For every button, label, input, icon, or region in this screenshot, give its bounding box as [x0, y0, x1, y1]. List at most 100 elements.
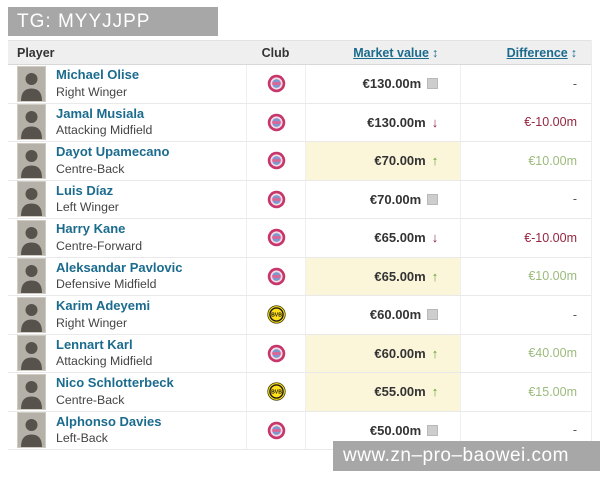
player-position: Right Winger [56, 84, 128, 99]
column-header-difference: Difference ↕ [460, 46, 591, 60]
club-badge-bayern-icon[interactable] [267, 267, 286, 286]
club-badge-bayern-icon[interactable] [267, 344, 286, 363]
watermark-url: www.zn–pro–baowei.com [333, 441, 600, 471]
club-badge-dortmund-icon[interactable]: BVB [266, 305, 286, 324]
player-name-link[interactable]: Harry Kane [56, 221, 126, 237]
trend-down-icon: ↓ [431, 230, 439, 246]
player-cell: Dayot Upamecano Centre-Back [8, 142, 246, 180]
market-value-sort-link[interactable]: Market value [353, 45, 429, 60]
difference-value: - [572, 76, 577, 91]
svg-text:BVB: BVB [271, 313, 282, 319]
table-row: Jamal Musiala Attacking Midfield €130.00m ↓… [8, 103, 591, 142]
player-info: Karim Adeyemi Right Winger [56, 298, 150, 331]
club-badge-bayern-icon[interactable] [267, 151, 286, 170]
player-market-value-table: Player Club Market value ↕ Difference ↕ Mi… [8, 40, 592, 450]
player-photo[interactable] [17, 65, 46, 102]
difference-sort-link[interactable]: Difference [506, 45, 568, 60]
market-value: €60.00m [369, 307, 422, 323]
trend-steady-icon [427, 424, 439, 436]
difference-value: €15.00m [528, 384, 577, 399]
svg-text:BVB: BVB [271, 390, 282, 396]
sort-updown-icon[interactable]: ↕ [570, 45, 577, 60]
difference-cell: €10.00m [460, 142, 591, 180]
club-cell: BVB [245, 296, 306, 334]
market-value-cell: €55.00m ↑ [305, 373, 461, 411]
column-header-market-value: Market value ↕ [305, 46, 460, 60]
table-body: Michael Olise Right Winger €130.00m - Jamal … [8, 65, 591, 450]
trend-up-icon: ↑ [431, 345, 439, 361]
trend-up-icon: ↑ [431, 268, 439, 284]
sort-updown-icon[interactable]: ↕ [431, 45, 439, 60]
club-cell [245, 142, 306, 180]
club-badge-bayern-icon[interactable] [267, 74, 286, 93]
player-name-link[interactable]: Karim Adeyemi [56, 298, 151, 314]
player-photo[interactable] [17, 181, 46, 218]
player-photo[interactable] [17, 104, 46, 141]
player-photo[interactable] [17, 142, 46, 179]
player-info: Jamal Musiala Attacking Midfield [56, 106, 152, 139]
player-cell: Michael Olise Right Winger [8, 65, 246, 103]
table-row: Lennart Karl Attacking Midfield €60.00m ↑ €4… [8, 334, 591, 373]
player-info: Alphonso Davies Left-Back [56, 414, 161, 447]
club-badge-bayern-icon[interactable] [267, 190, 286, 209]
player-name-link[interactable]: Alphonso Davies [56, 413, 162, 429]
player-photo[interactable] [17, 373, 46, 410]
trend-down-icon: ↓ [431, 114, 439, 130]
player-position: Left-Back [56, 431, 108, 446]
player-name-link[interactable]: Michael Olise [56, 67, 140, 83]
player-cell: Lennart Karl Attacking Midfield [8, 335, 246, 373]
club-badge-bayern-icon[interactable] [267, 228, 286, 247]
player-position: Centre-Back [56, 161, 125, 176]
club-cell [245, 257, 306, 295]
difference-cell: - [460, 65, 591, 103]
player-photo[interactable] [17, 296, 46, 333]
player-photo[interactable] [17, 219, 46, 256]
player-cell: Aleksandar Pavlovic Defensive Midfield [8, 258, 246, 296]
club-cell [245, 65, 306, 103]
column-header-player: Player [17, 45, 55, 60]
player-name-link[interactable]: Luis Díaz [56, 182, 114, 198]
market-value-cell: €130.00m [305, 65, 460, 103]
market-value: €65.00m [374, 230, 426, 246]
difference-value: - [572, 192, 577, 207]
player-name-link[interactable]: Dayot Upamecano [56, 144, 170, 160]
player-info: Aleksandar Pavlovic Defensive Midfield [56, 260, 182, 293]
club-badge-bayern-icon[interactable] [267, 421, 286, 440]
player-photo[interactable] [17, 258, 46, 295]
player-name-link[interactable]: Lennart Karl [56, 336, 133, 352]
player-info: Lennart Karl Attacking Midfield [56, 337, 152, 370]
club-cell [245, 411, 306, 449]
player-name-link[interactable]: Aleksandar Pavlovic [56, 259, 183, 275]
difference-value: €40.00m [528, 346, 577, 361]
player-cell: Harry Kane Centre-Forward [8, 219, 246, 257]
table-row: Luis Díaz Left Winger €70.00m - [8, 180, 591, 219]
club-cell [245, 103, 306, 141]
trend-steady-icon [427, 193, 439, 205]
table-row: Karim Adeyemi Right Winger BVB €60.00m - [8, 296, 591, 335]
club-cell [245, 219, 306, 257]
column-header-club: Club [261, 45, 290, 60]
player-name-link[interactable]: Nico Schlotterbeck [56, 375, 174, 391]
player-info: Dayot Upamecano Centre-Back [56, 144, 169, 177]
club-badge-dortmund-icon[interactable]: BVB [266, 382, 286, 401]
player-name-link[interactable]: Jamal Musiala [56, 105, 145, 121]
market-value-cell: €130.00m ↓ [305, 103, 460, 141]
player-position: Centre-Forward [56, 238, 143, 253]
difference-value: €10.00m [528, 269, 577, 284]
player-photo[interactable] [17, 335, 46, 372]
market-value: €60.00m [374, 345, 426, 361]
table-row: Dayot Upamecano Centre-Back €70.00m ↑ €10.00… [8, 142, 591, 181]
trend-up-icon: ↑ [431, 153, 439, 169]
player-position: Attacking Midfield [56, 354, 153, 369]
club-cell [245, 334, 306, 372]
table-row: Aleksandar Pavlovic Defensive Midfield €65… [8, 257, 591, 296]
trend-steady-icon [427, 78, 439, 90]
difference-cell: €40.00m [460, 334, 591, 372]
market-value: €70.00m [374, 153, 426, 169]
player-info: Luis Díaz Left Winger [56, 183, 119, 216]
player-position: Centre-Back [56, 392, 125, 407]
club-badge-bayern-icon[interactable] [267, 113, 286, 132]
difference-cell: - [460, 180, 591, 218]
player-photo[interactable] [17, 412, 46, 449]
market-value: €65.00m [374, 268, 426, 284]
